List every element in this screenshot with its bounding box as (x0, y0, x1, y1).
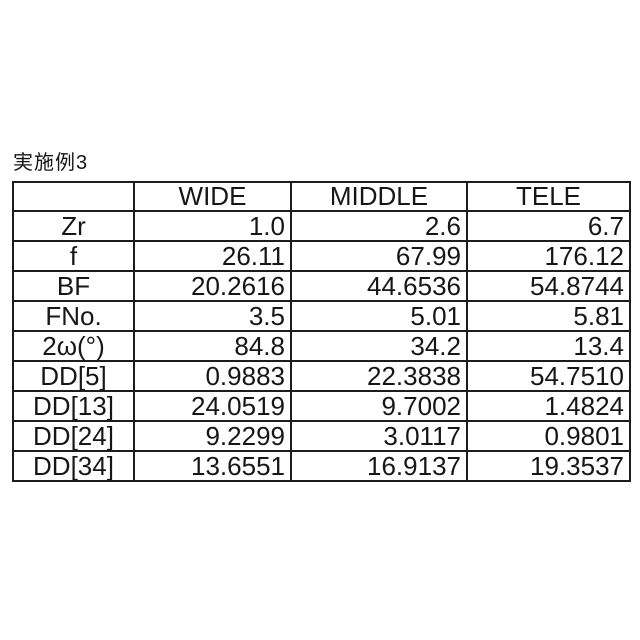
value-cell: 1.4824 (466, 390, 631, 422)
value-cell: 26.11 (133, 240, 292, 272)
value-cell: 20.2616 (133, 270, 292, 302)
value-cell: 0.9883 (133, 360, 292, 392)
table-row: BF 20.2616 44.6536 54.8744 (12, 270, 631, 302)
value-cell: 24.0519 (133, 390, 292, 422)
table-row: Zr 1.0 2.6 6.7 (12, 210, 631, 242)
table-row: f 26.11 67.99 176.12 (12, 240, 631, 272)
value-cell: 5.01 (290, 300, 468, 332)
value-cell: 5.81 (466, 300, 631, 332)
value-cell: 3.5 (133, 300, 292, 332)
row-label: BF (12, 270, 135, 302)
value-cell: 54.8744 (466, 270, 631, 302)
value-cell: 1.0 (133, 210, 292, 242)
header-cell-middle: MIDDLE (290, 181, 468, 212)
header-cell-tele: TELE (466, 181, 631, 212)
table-row: DD[24] 9.2299 3.0117 0.9801 (12, 420, 631, 452)
value-cell: 6.7 (466, 210, 631, 242)
value-cell: 16.9137 (290, 450, 468, 482)
row-label: DD[24] (12, 420, 135, 452)
row-label: DD[5] (12, 360, 135, 392)
value-cell: 34.2 (290, 330, 468, 362)
value-cell: 9.2299 (133, 420, 292, 452)
table-row: DD[5] 0.9883 22.3838 54.7510 (12, 360, 631, 392)
value-cell: 44.6536 (290, 270, 468, 302)
value-cell: 84.8 (133, 330, 292, 362)
value-cell: 22.3838 (290, 360, 468, 392)
spec-table: WIDE MIDDLE TELE Zr 1.0 2.6 6.7 f 26.11 67.99 176… (12, 181, 631, 482)
table-row: FNo. 3.5 5.01 5.81 (12, 300, 631, 332)
row-label: Zr (12, 210, 135, 242)
header-cell-wide: WIDE (133, 181, 292, 212)
value-cell: 3.0117 (290, 420, 468, 452)
value-cell: 9.7002 (290, 390, 468, 422)
table-row: 2ω(°) 84.8 34.2 13.4 (12, 330, 631, 362)
row-label: DD[13] (12, 390, 135, 422)
table-title: 実施例3 (13, 152, 89, 174)
value-cell: 0.9801 (466, 420, 631, 452)
header-cell-empty (12, 181, 135, 212)
value-cell: 19.3537 (466, 450, 631, 482)
row-label: FNo. (12, 300, 135, 332)
value-cell: 67.99 (290, 240, 468, 272)
header-row: WIDE MIDDLE TELE (12, 181, 631, 212)
value-cell: 13.4 (466, 330, 631, 362)
row-label: f (12, 240, 135, 272)
value-cell: 13.6551 (133, 450, 292, 482)
value-cell: 2.6 (290, 210, 468, 242)
row-label: DD[34] (12, 450, 135, 482)
value-cell: 176.12 (466, 240, 631, 272)
value-cell: 54.7510 (466, 360, 631, 392)
table-row: DD[13] 24.0519 9.7002 1.4824 (12, 390, 631, 422)
table-row: DD[34] 13.6551 16.9137 19.3537 (12, 450, 631, 482)
row-label: 2ω(°) (12, 330, 135, 362)
